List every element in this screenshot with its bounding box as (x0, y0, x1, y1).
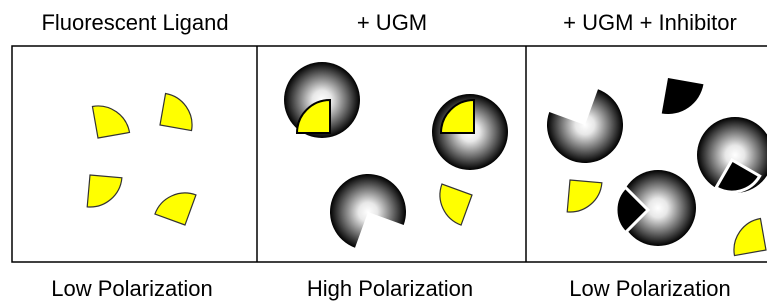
panel-title: + UGM (357, 10, 427, 35)
panel-title: + UGM + Inhibitor (563, 10, 737, 35)
panel-1-ligands (87, 93, 197, 225)
panel-caption: High Polarization (307, 276, 473, 301)
panel-caption: Low Polarization (51, 276, 212, 301)
diagram: Fluorescent Ligand + UGM + UGM + Inhibit… (0, 0, 767, 305)
panel-title: Fluorescent Ligand (41, 10, 228, 35)
panel-caption: Low Polarization (569, 276, 730, 301)
panel-2-complexes (284, 62, 508, 261)
panel-3-complexes (536, 76, 767, 255)
